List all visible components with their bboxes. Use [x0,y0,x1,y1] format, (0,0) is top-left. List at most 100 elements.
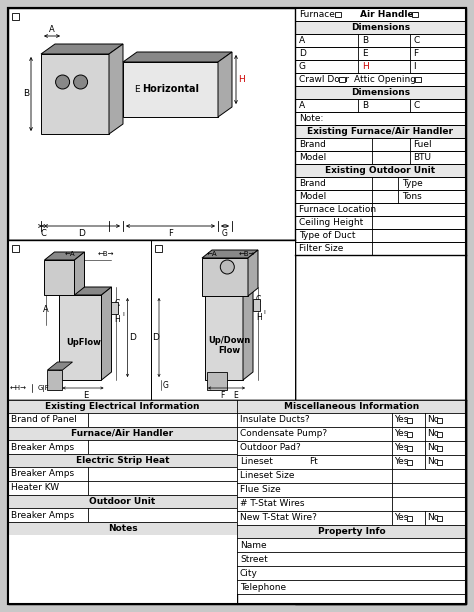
Bar [47,370,63,390]
Bar [295,164,466,177]
Text: Name: Name [240,540,266,550]
Text: Dimensions: Dimensions [351,88,410,97]
Text: C: C [256,296,261,305]
Bar [237,525,466,538]
Polygon shape [60,287,111,295]
Bar [8,454,237,467]
Text: Street: Street [240,554,268,564]
Bar [295,151,466,164]
Text: No: No [427,444,439,452]
Text: E: E [134,85,140,94]
Bar [237,497,466,511]
Bar [295,73,466,86]
Text: A: A [43,305,48,315]
Bar [8,413,237,427]
Text: Type: Type [401,179,422,188]
Bar [295,242,466,255]
Text: C: C [40,228,46,237]
Text: Furnace: Furnace [299,10,335,19]
Text: D: D [152,333,159,342]
Bar [111,302,118,314]
Text: ←A: ←A [207,251,218,257]
Text: Note:: Note: [299,114,323,123]
Polygon shape [45,252,84,260]
Text: E: E [362,49,368,58]
Text: Furnace/Air Handler: Furnace/Air Handler [72,429,173,438]
Bar [8,522,237,535]
Text: A: A [299,36,305,45]
Text: Furnace Location: Furnace Location [299,205,376,214]
Bar [408,460,412,465]
Text: E: E [234,390,238,400]
Text: Existing Furnace/Air Handler: Existing Furnace/Air Handler [308,127,454,136]
Bar [205,295,243,380]
Text: B: B [362,36,368,45]
Polygon shape [101,287,111,380]
Bar [295,47,466,60]
Bar [438,446,443,450]
Bar [295,125,466,138]
Text: Flue Size: Flue Size [240,485,281,494]
Text: Attic Opening: Attic Opening [354,75,416,84]
Bar [295,229,466,242]
Text: Horizontal: Horizontal [142,84,199,94]
Polygon shape [74,252,84,295]
Bar [237,483,466,497]
Bar [295,86,466,99]
Text: New T-Stat Wire?: New T-Stat Wire? [240,513,317,523]
Polygon shape [109,44,123,134]
Text: C: C [414,36,420,45]
Text: Miscellaneous Information: Miscellaneous Information [284,402,419,411]
Text: H: H [256,313,262,321]
Text: No: No [427,416,439,425]
Text: B: B [23,89,29,99]
Bar [335,12,341,17]
Text: No: No [427,513,439,523]
Bar [237,400,466,413]
Text: Electric Strip Heat: Electric Strip Heat [76,456,169,465]
Bar [8,508,237,522]
Text: No: No [427,458,439,466]
Bar [8,240,151,400]
Bar [412,12,418,17]
Bar [295,190,466,203]
Text: Insulate Ducts?: Insulate Ducts? [240,416,310,425]
Text: A: A [49,26,55,34]
Polygon shape [218,52,232,117]
Bar [123,62,218,117]
Text: Existing Electrical Information: Existing Electrical Information [45,402,200,411]
Bar [295,112,466,125]
Bar [12,245,19,252]
Text: G: G [163,381,169,389]
Bar [8,495,237,508]
Text: Ceiling Height: Ceiling Height [299,218,363,227]
Text: ←B→: ←B→ [98,251,114,257]
Bar [8,427,237,440]
Text: F: F [220,390,224,400]
Bar [8,400,237,604]
Text: Breaker Amps: Breaker Amps [11,510,74,520]
Text: H: H [362,62,369,71]
Text: Telephone: Telephone [240,583,286,592]
Text: Notes: Notes [108,524,137,533]
Bar [408,417,412,422]
Text: G: G [222,228,228,237]
Text: City: City [240,569,258,578]
Bar [295,216,466,229]
Bar [295,8,466,604]
Text: Breaker Amps: Breaker Amps [11,469,74,479]
Text: Fuel: Fuel [414,140,432,149]
Text: Existing Outdoor Unit: Existing Outdoor Unit [326,166,436,175]
Text: Air Handler: Air Handler [360,10,418,19]
Bar [237,469,466,483]
Text: ←B→: ←B→ [239,251,255,257]
Bar [408,515,412,520]
Bar [295,21,466,34]
Bar [8,400,237,413]
Text: ←H→: ←H→ [9,385,27,391]
Text: I: I [414,62,416,71]
Bar [408,431,412,436]
Text: B: B [362,101,368,110]
Bar [41,54,109,134]
Bar [45,260,74,295]
